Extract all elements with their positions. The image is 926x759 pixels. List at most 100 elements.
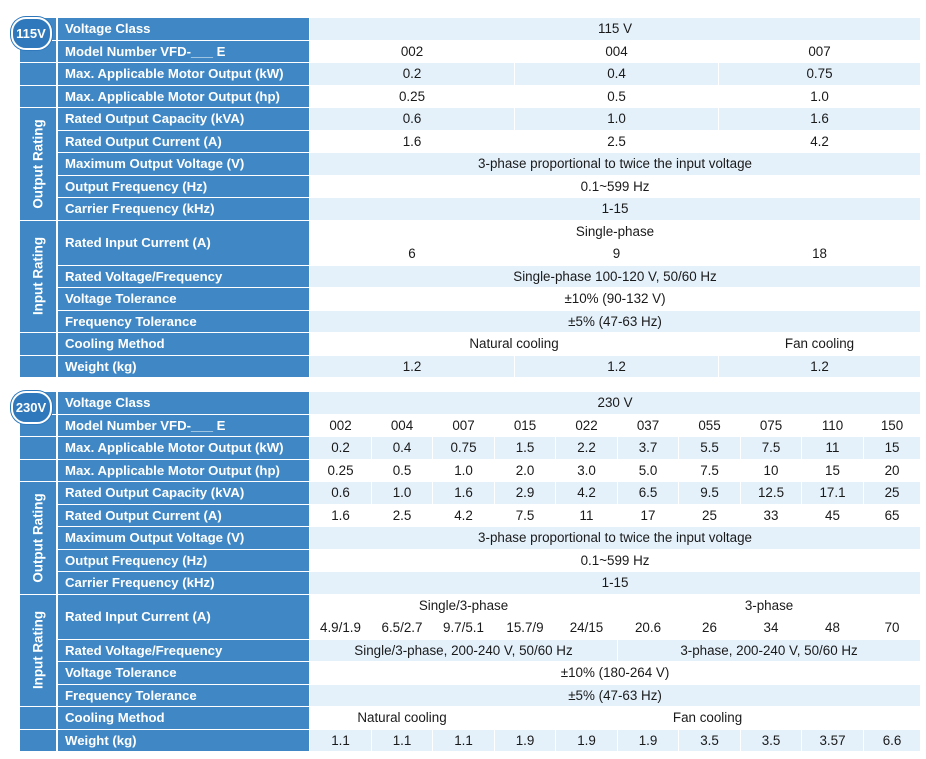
value-rated-vf: Single-phase 100-120 V, 50/60 Hz [309, 265, 921, 288]
model-cell: 004 [514, 40, 718, 63]
label-input-current: Rated Input Current (A) [58, 594, 309, 640]
label-voltage-tolerance: Voltage Tolerance [58, 662, 309, 685]
voltage-badge-230v: 230V [10, 390, 52, 424]
out-current-cell: 45 [801, 504, 863, 527]
motor-kw-cell: 5.5 [678, 437, 740, 460]
row-rated-vf: Rated Voltage/Frequency Single-phase 100… [20, 265, 921, 288]
band-blank [20, 333, 58, 356]
out-current-cell: 2.5 [514, 130, 718, 153]
model-cell: 007 [432, 414, 494, 437]
band-input-rating: Input Rating [20, 220, 58, 333]
motor-hp-cell: 20 [863, 459, 921, 482]
out-current-cell: 4.2 [718, 130, 921, 153]
motor-kw-cell: 0.2 [309, 63, 514, 86]
row-output-capacity: Output Rating Rated Output Capacity (kVA… [20, 482, 921, 595]
row-output-current: Rated Output Current (A) 1.6 2.5 4.2 [20, 130, 921, 153]
row-output-current: Rated Output Current (A) 1.6 2.5 4.2 7.5 11 1… [20, 504, 921, 527]
label-rated-vf: Rated Voltage/Frequency [58, 265, 309, 288]
label-frequency-tolerance: Frequency Tolerance [58, 684, 309, 707]
row-frequency-tolerance: Frequency Tolerance ±5% (47-63 Hz) [20, 310, 921, 333]
value-input-phase-single: Single/3-phase [309, 594, 617, 617]
capacity-cell: 0.6 [309, 482, 371, 505]
motor-kw-cell: 0.75 [718, 63, 921, 86]
weight-cell: 1.9 [494, 729, 555, 752]
motor-kw-cell: 0.4 [514, 63, 718, 86]
capacity-cell: 4.2 [555, 482, 617, 505]
row-model-number: Model Number VFD-___ E 002 004 007 015 022 03… [20, 414, 921, 437]
value-max-voltage: 3-phase proportional to twice the input … [309, 153, 921, 176]
value-voltage-class: 115 V [309, 18, 921, 41]
model-cell: 150 [863, 414, 921, 437]
value-cooling-fan: Fan cooling [494, 707, 921, 730]
row-weight: Weight (kg) 1.2 1.2 1.2 [20, 355, 921, 378]
label-max-voltage: Maximum Output Voltage (V) [58, 527, 309, 550]
in-current-cell: 48 [801, 617, 863, 640]
row-cooling: Cooling Method Natural cooling Fan cooli… [20, 333, 921, 356]
row-carrier-frequency: Carrier Frequency (kHz) 1-15 [20, 572, 921, 595]
label-motor-hp: Max. Applicable Motor Output (hp) [58, 85, 309, 108]
band-output-rating-label: Output Rating [30, 493, 46, 583]
spec-table-230v: Voltage Class 230 V Model Number VFD-___… [20, 392, 921, 752]
label-output-frequency: Output Frequency (Hz) [58, 175, 309, 198]
value-output-frequency: 0.1~599 Hz [309, 549, 921, 572]
in-current-cell: 6 [309, 243, 514, 266]
capacity-cell: 6.5 [617, 482, 678, 505]
row-voltage-class: Voltage Class 230 V [20, 392, 921, 415]
row-input-current: 4.9/1.9 6.5/2.7 9.7/5.1 15.7/9 24/15 20.6 26 34… [20, 617, 921, 640]
label-voltage-tolerance: Voltage Tolerance [58, 288, 309, 311]
in-current-cell: 26 [678, 617, 740, 640]
row-voltage-tolerance: Voltage Tolerance ±10% (180-264 V) [20, 662, 921, 685]
band-output-rating-label: Output Rating [30, 119, 46, 209]
out-current-cell: 1.6 [309, 504, 371, 527]
capacity-cell: 12.5 [740, 482, 801, 505]
row-max-voltage: Maximum Output Voltage (V) 3-phase propo… [20, 527, 921, 550]
weight-cell: 3.57 [801, 729, 863, 752]
motor-hp-cell: 5.0 [617, 459, 678, 482]
motor-hp-cell: 1.0 [432, 459, 494, 482]
band-input-rating-label: Input Rating [30, 611, 46, 690]
in-current-cell: 24/15 [555, 617, 617, 640]
out-current-cell: 2.5 [371, 504, 432, 527]
model-cell: 022 [555, 414, 617, 437]
capacity-cell: 9.5 [678, 482, 740, 505]
voltage-badge-115v: 115V [10, 16, 52, 50]
label-output-current: Rated Output Current (A) [58, 130, 309, 153]
voltage-badge-115v-label: 115V [10, 16, 52, 50]
band-blank [20, 437, 58, 460]
model-cell: 002 [309, 414, 371, 437]
capacity-cell: 1.6 [432, 482, 494, 505]
label-cooling: Cooling Method [58, 333, 309, 356]
motor-hp-cell: 3.0 [555, 459, 617, 482]
row-input-phase: Input Rating Rated Input Current (A) Sin… [20, 594, 921, 707]
value-frequency-tolerance: ±5% (47-63 Hz) [309, 310, 921, 333]
value-rated-vf-three: 3-phase, 200-240 V, 50/60 Hz [617, 639, 921, 662]
label-motor-kw: Max. Applicable Motor Output (kW) [58, 63, 309, 86]
value-output-frequency: 0.1~599 Hz [309, 175, 921, 198]
model-cell: 015 [494, 414, 555, 437]
in-current-cell: 20.6 [617, 617, 678, 640]
row-frequency-tolerance: Frequency Tolerance ±5% (47-63 Hz) [20, 684, 921, 707]
weight-cell: 1.9 [617, 729, 678, 752]
motor-hp-cell: 15 [801, 459, 863, 482]
out-current-cell: 33 [740, 504, 801, 527]
value-voltage-tolerance: ±10% (90-132 V) [309, 288, 921, 311]
band-input-rating-label: Input Rating [30, 237, 46, 316]
label-motor-hp: Max. Applicable Motor Output (hp) [58, 459, 309, 482]
motor-kw-cell: 0.4 [371, 437, 432, 460]
out-current-cell: 11 [555, 504, 617, 527]
out-current-cell: 25 [678, 504, 740, 527]
capacity-cell: 17.1 [801, 482, 863, 505]
row-motor-hp: Max. Applicable Motor Output (hp) 0.25 0… [20, 85, 921, 108]
value-carrier-frequency: 1-15 [309, 198, 921, 221]
label-carrier-frequency: Carrier Frequency (kHz) [58, 572, 309, 595]
row-cooling: Cooling Method Natural cooling Fan cooli… [20, 707, 921, 730]
value-cooling-fan: Fan cooling [718, 333, 921, 356]
motor-kw-cell: 1.5 [494, 437, 555, 460]
row-model-number: Model Number VFD-___ E 002 004 007 [20, 40, 921, 63]
motor-kw-cell: 11 [801, 437, 863, 460]
band-output-rating: Output Rating [20, 482, 58, 595]
row-output-frequency: Output Frequency (Hz) 0.1~599 Hz [20, 549, 921, 572]
label-motor-kw: Max. Applicable Motor Output (kW) [58, 437, 309, 460]
in-current-cell: 9 [514, 243, 718, 266]
weight-cell: 1.2 [514, 355, 718, 378]
